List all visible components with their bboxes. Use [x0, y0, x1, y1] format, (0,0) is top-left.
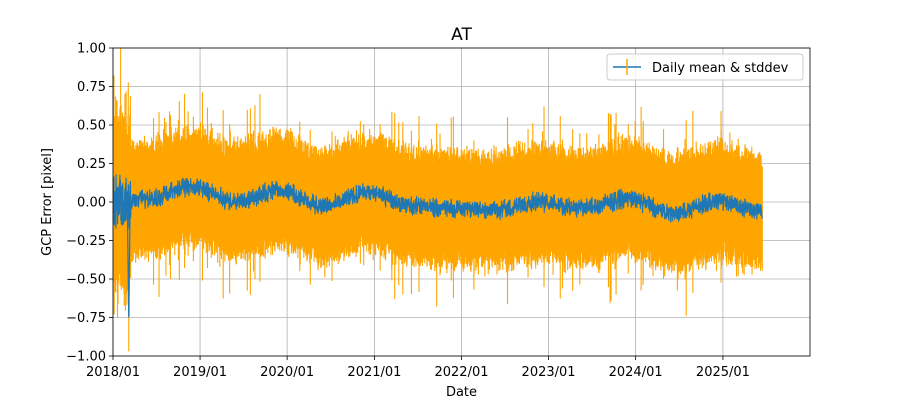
x-tick-label: 2018/01	[86, 365, 140, 380]
legend: Daily mean & stddev	[606, 53, 804, 81]
y-tick-label: 0.75	[77, 80, 106, 95]
x-tick-label: 2021/01	[347, 365, 401, 380]
x-tick-label: 2022/01	[434, 365, 488, 380]
mean-series-line	[113, 174, 763, 231]
x-tick-label: 2023/01	[522, 365, 576, 380]
y-tick-label: 0.25	[77, 157, 106, 172]
y-tick-label: 0.00	[77, 196, 106, 211]
x-tick-label: 2024/01	[609, 365, 663, 380]
x-tick-label: 2020/01	[260, 365, 314, 380]
chart-title: AT	[451, 25, 472, 45]
y-axis-label: GCP Error [pixel]	[40, 148, 55, 256]
legend-label: Daily mean & stddev	[652, 61, 789, 76]
mean-series-spike	[126, 201, 131, 318]
legend-box	[606, 53, 804, 81]
x-tick-label: 2025/01	[696, 365, 750, 380]
y-axis: −1.00 −0.75 −0.50 −0.25 0.00 0.25 0.50 0.75 1.00	[66, 42, 113, 365]
y-tick-label: −1.00	[66, 350, 106, 365]
x-axis: 2018/01 2019/01 2020/01 2021/01 2022/01 2023/…	[86, 356, 750, 380]
y-tick-label: 1.00	[77, 42, 106, 57]
x-axis-label: Date	[446, 385, 477, 400]
y-tick-label: −0.25	[66, 234, 106, 249]
y-tick-label: −0.75	[66, 311, 106, 326]
x-tick-label: 2019/01	[173, 365, 227, 380]
data-layer	[113, 48, 763, 352]
y-tick-label: 0.50	[77, 119, 106, 134]
y-tick-label: −0.50	[66, 273, 106, 288]
